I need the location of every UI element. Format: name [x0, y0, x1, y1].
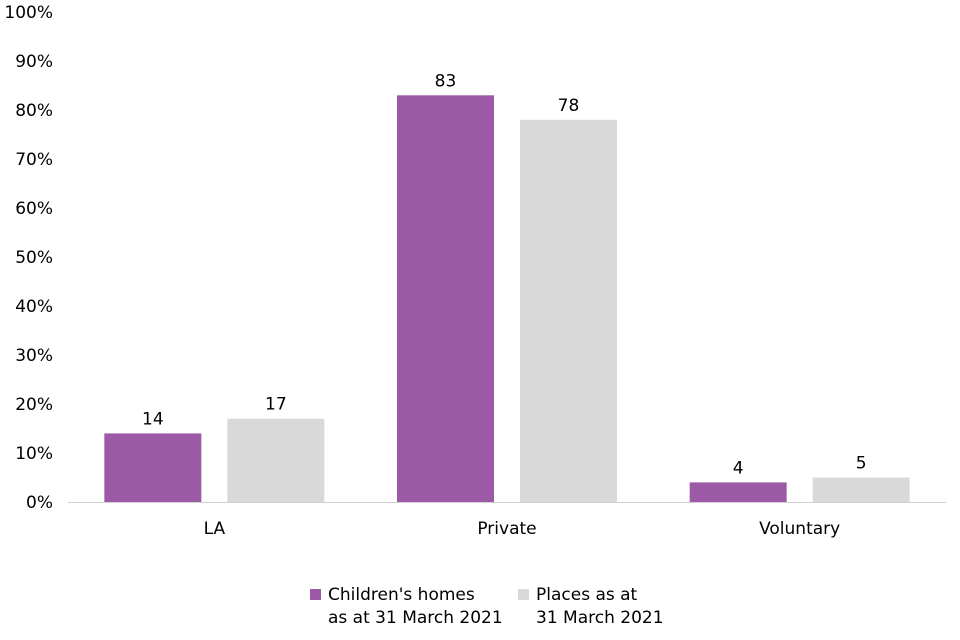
bars	[104, 95, 910, 503]
legend-item-places: Places as at 31 March 2021	[518, 584, 664, 630]
legend-label-line: Children's homes	[328, 585, 475, 605]
y-tick-label: 50%	[15, 248, 53, 268]
y-tick-label: 100%	[4, 3, 53, 23]
y-tick-label: 30%	[15, 346, 53, 366]
y-tick-label: 70%	[15, 150, 53, 170]
y-tick-label: 90%	[15, 52, 53, 72]
bar-childrens-homes-la	[104, 433, 202, 502]
legend-label-line: as at 31 March 2021	[328, 608, 503, 628]
legend-label-childrens-homes: Children's homes as at 31 March 2021	[328, 584, 503, 630]
data-label-childrens-homes-la: 14	[142, 409, 164, 429]
data-label-places-la: 17	[265, 395, 287, 415]
bar-places-voluntary	[812, 477, 910, 502]
data-labels: 14 17 83 78 4 5	[142, 71, 867, 478]
legend-label-line: Places as at	[536, 585, 638, 605]
y-tick-label: 20%	[15, 395, 53, 415]
y-tick-label: 40%	[15, 297, 53, 317]
x-category-label: Voluntary	[759, 519, 840, 539]
bar-childrens-homes-voluntary	[689, 482, 787, 502]
x-axis-categories: LA Private Voluntary	[204, 519, 841, 539]
legend-swatch-places	[518, 589, 529, 600]
legend: Children's homes as at 31 March 2021 Pla…	[0, 584, 960, 640]
bar-chart: 0% 10% 20% 30% 40% 50% 60% 70% 80% 90% 100% 14 17 83…	[4, 3, 946, 539]
y-tick-label: 80%	[15, 101, 53, 121]
bar-places-private	[520, 119, 617, 503]
legend-label-places: Places as at 31 March 2021	[536, 584, 664, 630]
bar-childrens-homes-private	[397, 95, 494, 503]
y-tick-label: 10%	[15, 444, 53, 464]
legend-label-line: 31 March 2021	[536, 608, 664, 628]
bar-places-la	[227, 418, 325, 502]
x-category-label: LA	[204, 519, 226, 539]
legend-swatch-childrens-homes	[310, 589, 321, 600]
y-tick-label: 0%	[26, 493, 53, 513]
data-label-childrens-homes-voluntary: 4	[733, 458, 744, 478]
data-label-places-private: 78	[558, 96, 580, 116]
data-label-places-voluntary: 5	[856, 454, 867, 474]
x-category-label: Private	[477, 519, 536, 539]
legend-item-childrens-homes: Children's homes as at 31 March 2021	[310, 584, 503, 630]
data-label-childrens-homes-private: 83	[435, 71, 457, 91]
y-tick-label: 60%	[15, 199, 53, 219]
y-axis: 0% 10% 20% 30% 40% 50% 60% 70% 80% 90% 100%	[4, 3, 53, 513]
